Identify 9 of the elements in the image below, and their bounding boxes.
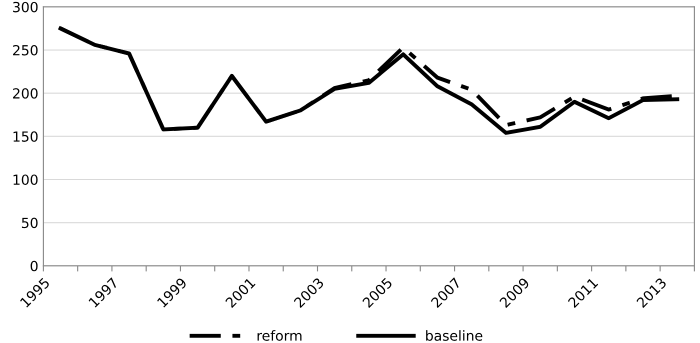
y-tick-label: 200 (13, 88, 38, 99)
y-tick-label: 300 (13, 2, 38, 12)
y-tick-label: 0 (30, 260, 38, 272)
y-tick-label: 100 (14, 174, 38, 185)
y-tick-label: 150 (14, 131, 38, 142)
legend-label: baseline (426, 330, 482, 341)
legend-label: reform (258, 330, 302, 341)
y-tick-label: 50 (22, 218, 38, 228)
y-tick-label: 250 (13, 44, 38, 56)
